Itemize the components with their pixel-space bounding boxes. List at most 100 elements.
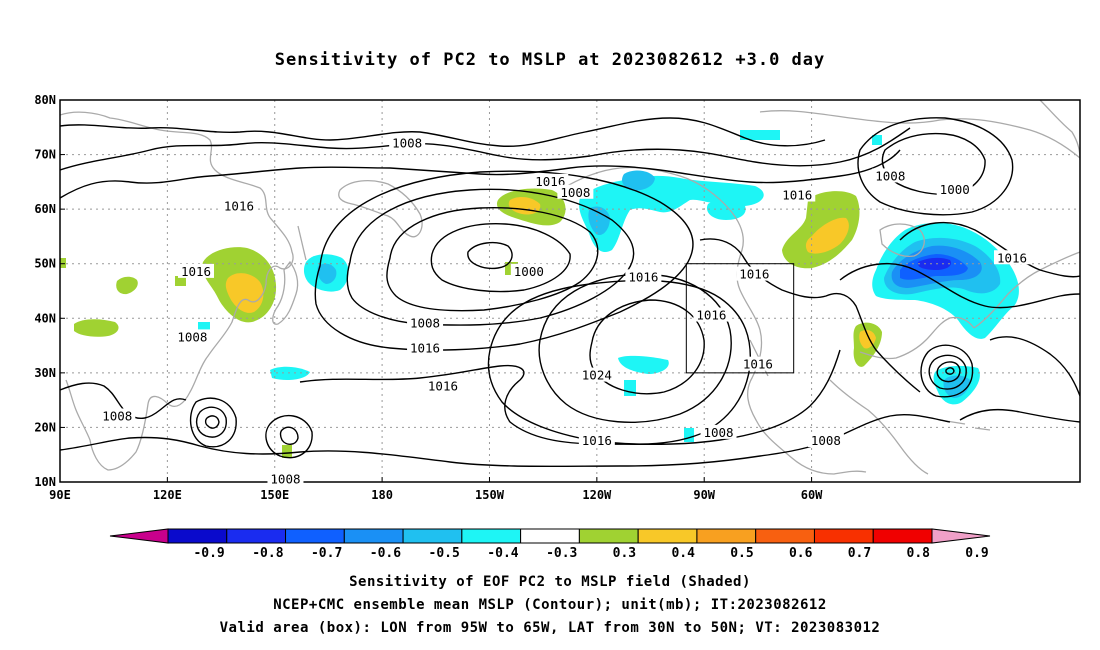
- contour-label: 1008: [410, 316, 440, 331]
- lon-tick-label: 90E: [49, 488, 71, 502]
- contour-line: [279, 426, 299, 445]
- asia-coastline: [60, 111, 294, 471]
- contour-label-bg: [994, 250, 1030, 265]
- colorbar-swatch: [285, 528, 345, 544]
- contour-label-bg: [267, 471, 304, 486]
- colorbar-swatch: [226, 528, 287, 544]
- contour-label-bg: [700, 424, 737, 439]
- contour-label-bg: [178, 263, 214, 278]
- contour-label: 1008: [102, 409, 132, 424]
- greenland-coastline: [1039, 100, 1080, 161]
- hudson-bay-coastline: [879, 223, 925, 258]
- contour-label-bg: [557, 184, 594, 199]
- contour-label: 1008: [177, 329, 207, 344]
- colorbar-swatch: [637, 528, 698, 544]
- contour-label-bg: [872, 168, 909, 183]
- contour-line: [314, 170, 694, 351]
- colorbar-label: 0.9: [965, 546, 988, 561]
- contour-line: [857, 117, 1014, 216]
- contour-line: [487, 279, 752, 445]
- map-title: Sensitivity of PC2 to MSLP at 2023082612…: [274, 50, 826, 70]
- lon-tick-label: 180: [371, 488, 393, 502]
- contour-label: 1016: [582, 433, 612, 448]
- contour-label-bg: [779, 187, 816, 202]
- contour-line: [386, 207, 599, 312]
- arctic-coastline: [759, 110, 1080, 159]
- negative-sensitivity-area: [684, 428, 694, 442]
- colorbar-label: -0.6: [370, 546, 401, 561]
- negative-sensitivity-area: [624, 380, 636, 396]
- gulf-coastline: [859, 316, 975, 360]
- colorbar-label: -0.7: [311, 546, 342, 561]
- colorbar-label: 0.4: [671, 546, 695, 561]
- caption-contour: NCEP+CMC ensemble mean MSLP (Contour); u…: [273, 597, 827, 613]
- contour-label-bg: [407, 315, 444, 330]
- contour-label-bg: [174, 329, 211, 344]
- positive-sensitivity-area: [60, 258, 66, 268]
- contour-line: [959, 408, 1080, 423]
- positive-sensitivity-area: [282, 445, 292, 458]
- contour-line: [189, 397, 237, 448]
- lat-tick-label: 50N: [34, 257, 56, 271]
- lon-tick-label: 150W: [475, 488, 505, 502]
- contour-label: 1008: [392, 136, 422, 151]
- colorbar-swatch: [696, 528, 757, 544]
- contour-label-bg: [736, 266, 773, 281]
- lon-tick-label: 120E: [153, 488, 182, 502]
- colorbar-max-arrow: [931, 528, 991, 544]
- contour-label-bg: [424, 378, 461, 393]
- colorbar-label: -0.5: [429, 546, 460, 561]
- contour-label: 1008: [875, 168, 905, 183]
- colorbar-label: 0.5: [730, 546, 753, 561]
- negative-sensitivity-area: [618, 355, 669, 374]
- colorbar: -0.9 -0.8 -0.7 -0.6 -0.5 -0.4 -0.3 0.3 0.4 0.5 0.6…: [109, 528, 991, 561]
- contour-label: 1000: [514, 264, 544, 279]
- negative-sensitivity-area: [706, 200, 746, 220]
- contour-line: [265, 414, 313, 459]
- contour-label-bg: [739, 356, 776, 371]
- lat-tick-label: 80N: [34, 93, 56, 107]
- negative-sensitivity-area: [270, 366, 310, 380]
- contour-label: 1016: [743, 357, 773, 372]
- contour-label-bg: [807, 433, 844, 448]
- colorbar-label: 0.8: [907, 546, 931, 561]
- lat-tick-label: 40N: [34, 311, 56, 325]
- north-america-coastline: [559, 166, 867, 475]
- colorbar-swatch: [167, 528, 228, 544]
- contour-label: 1000: [940, 182, 970, 197]
- positive-sensitivity-area: [74, 319, 119, 337]
- contour-label: 1016: [428, 379, 458, 394]
- colorbar-label: -0.9: [193, 546, 224, 561]
- colorbar-swatch: [813, 528, 874, 544]
- contour-line: [945, 367, 955, 375]
- contour-label: 1016: [782, 188, 812, 203]
- contour-line: [467, 241, 513, 270]
- positive-sensitivity-area: [175, 276, 186, 286]
- contour-line: [60, 117, 826, 147]
- contour-line: [538, 273, 732, 423]
- contour-label: 1008: [270, 471, 300, 486]
- colorbar-swatch: [461, 528, 522, 544]
- negative-sensitivity-area: [872, 135, 882, 145]
- contour-line: [60, 127, 911, 171]
- coastlines: [60, 100, 1080, 475]
- lon-tick-label: 120W: [582, 488, 612, 502]
- contour-line: [899, 221, 1080, 278]
- map-frame: [59, 99, 1081, 483]
- colorbar-swatch: [578, 528, 639, 544]
- colorbar-label: -0.4: [487, 546, 518, 561]
- contour-line: [699, 238, 921, 393]
- colorbar-swatch: [872, 528, 933, 544]
- colorbar-swatch: [755, 528, 815, 544]
- colorbar-min-arrow: [109, 528, 169, 544]
- negative-sensitivity-area: [317, 263, 337, 284]
- contour-label: 1016: [739, 267, 769, 282]
- kamchatka-coastline: [338, 179, 423, 238]
- grid-lines: [60, 100, 1080, 482]
- contour-label-bg: [625, 269, 662, 284]
- contour-label: 1008: [703, 425, 733, 440]
- contour-label-bg: [693, 307, 730, 322]
- negative-sensitivity-area: [917, 257, 952, 270]
- contour-label: 1008: [811, 433, 841, 448]
